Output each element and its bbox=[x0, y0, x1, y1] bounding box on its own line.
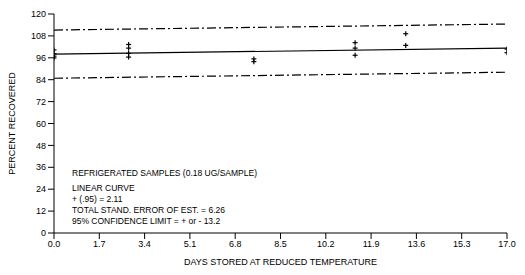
html-text:TOTAL STAND. ERROR OF EST. = 6: TOTAL STAND. ERROR OF EST. = 6.26 bbox=[72, 205, 225, 215]
svg-text:108: 108 bbox=[31, 31, 46, 41]
svg-text:13.6: 13.6 bbox=[408, 239, 426, 249]
svg-text:5.1: 5.1 bbox=[184, 239, 197, 249]
html-text:+ (.95) = 2.11: + (.95) = 2.11 bbox=[72, 194, 123, 204]
svg-text:36: 36 bbox=[36, 162, 46, 172]
svg-text:12: 12 bbox=[36, 206, 46, 216]
svg-text:84: 84 bbox=[36, 75, 46, 85]
svg-text:11.9: 11.9 bbox=[363, 239, 380, 249]
svg-text:96: 96 bbox=[36, 53, 46, 63]
svg-text:72: 72 bbox=[36, 97, 46, 107]
svg-text:PERCENT RECOVERED: PERCENT RECOVERED bbox=[8, 72, 17, 175]
svg-text:0.0: 0.0 bbox=[48, 239, 61, 249]
svg-text:3.4: 3.4 bbox=[138, 239, 151, 249]
svg-text:10.2: 10.2 bbox=[317, 239, 335, 249]
svg-text:48: 48 bbox=[36, 141, 46, 151]
svg-text:8.5: 8.5 bbox=[274, 239, 287, 249]
svg-text:24: 24 bbox=[36, 184, 46, 194]
html-text:95% CONFIDENCE LIMIT = + or -: 95% CONFIDENCE LIMIT = + or - 13.2 bbox=[72, 216, 221, 226]
html-text:LINEAR CURVE: LINEAR CURVE bbox=[72, 183, 135, 193]
svg-text:0: 0 bbox=[41, 228, 46, 238]
svg-text:120: 120 bbox=[31, 9, 46, 19]
html-text:REFRIGERATED SAMPLES (0.18 UG/: REFRIGERATED SAMPLES (0.18 UG/SAMPLE) bbox=[72, 168, 257, 178]
svg-text:17.0: 17.0 bbox=[498, 239, 516, 249]
svg-text:15.3: 15.3 bbox=[453, 239, 471, 249]
svg-text:DAYS STORED AT REDUCED TEMPERA: DAYS STORED AT REDUCED TEMPERATURE bbox=[184, 257, 377, 267]
svg-text:6.8: 6.8 bbox=[229, 239, 242, 249]
svg-text:1.7: 1.7 bbox=[93, 239, 106, 249]
svg-text:60: 60 bbox=[36, 119, 46, 129]
